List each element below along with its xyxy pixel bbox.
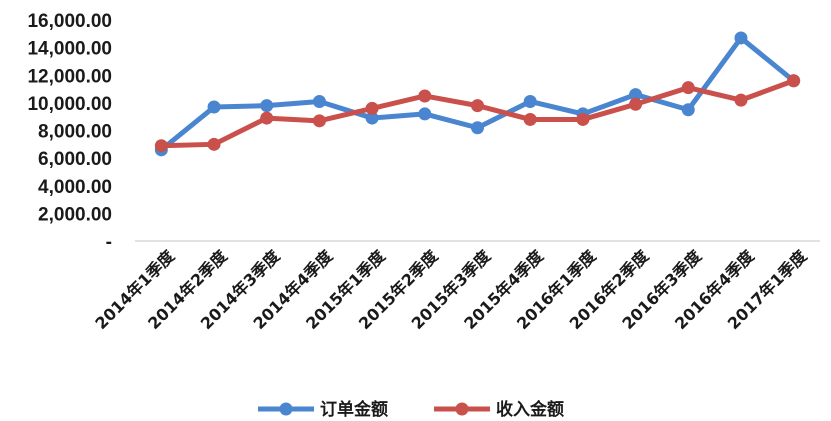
y-tick-label: - <box>106 232 112 253</box>
legend: 订单金额 收入金额 <box>258 399 564 420</box>
y-axis: - 2,000.00 4,000.00 6,000.00 8,000.00 10,000.… <box>27 11 112 253</box>
y-tick-label: 6,000.00 <box>38 149 112 170</box>
data-point <box>681 103 695 117</box>
data-point <box>576 112 590 126</box>
data-point <box>787 74 801 88</box>
data-point <box>312 94 326 108</box>
legend-item: 订单金额 <box>258 399 388 420</box>
data-point <box>365 101 379 115</box>
data-point <box>471 121 484 135</box>
legend-label: 订单金额 <box>320 399 388 420</box>
y-tick-label: 12,000.00 <box>27 66 112 87</box>
data-point <box>207 100 221 114</box>
series-1 <box>154 31 801 157</box>
series-2 <box>154 74 801 153</box>
data-point <box>207 137 221 151</box>
data-point <box>629 88 643 102</box>
legend-item: 收入金额 <box>434 399 564 420</box>
legend-swatch-marker <box>455 402 469 416</box>
x-axis: 2014年1季度2014年2季度2014年3季度2014年4季度2015年1季度… <box>91 246 811 333</box>
data-point <box>734 31 748 45</box>
series-line <box>158 78 797 149</box>
y-tick-label: 2,000.00 <box>38 204 112 225</box>
data-point <box>629 97 643 111</box>
data-point <box>681 81 695 95</box>
data-point <box>260 99 274 113</box>
y-tick-label: 8,000.00 <box>38 122 112 143</box>
data-point <box>418 89 432 103</box>
data-point <box>471 99 484 113</box>
data-point <box>418 107 432 121</box>
data-point <box>312 114 326 128</box>
data-point <box>365 111 379 125</box>
series-layer <box>154 31 801 157</box>
legend-label: 收入金额 <box>496 399 564 420</box>
legend-swatch-marker <box>279 402 293 416</box>
y-tick-label: 14,000.00 <box>27 39 112 60</box>
data-point <box>523 112 537 126</box>
y-tick-label: 4,000.00 <box>38 177 112 198</box>
data-point <box>734 93 748 107</box>
data-point <box>260 111 274 125</box>
y-tick-label: 16,000.00 <box>27 11 112 32</box>
data-point <box>154 139 168 153</box>
data-point <box>523 94 537 108</box>
y-tick-label: 10,000.00 <box>27 94 112 115</box>
